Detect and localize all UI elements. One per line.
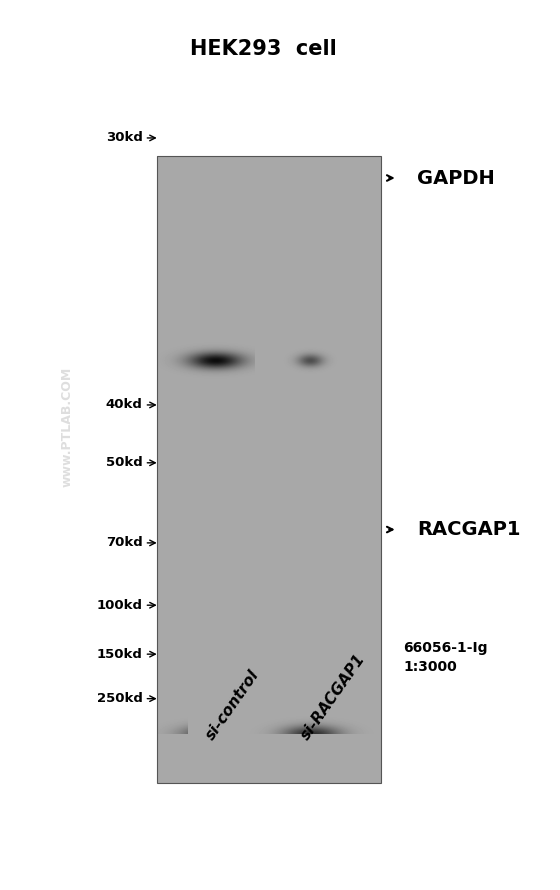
Text: HEK293  cell: HEK293 cell <box>190 39 337 59</box>
Text: RACGAP1: RACGAP1 <box>417 520 521 539</box>
Text: 250kd: 250kd <box>97 692 143 705</box>
Text: 70kd: 70kd <box>106 537 143 549</box>
Text: 150kd: 150kd <box>97 648 143 660</box>
Text: 50kd: 50kd <box>106 457 143 469</box>
Bar <box>157 156 381 783</box>
Text: 30kd: 30kd <box>106 132 143 144</box>
Text: 100kd: 100kd <box>97 599 143 611</box>
Text: 40kd: 40kd <box>106 399 143 411</box>
Text: si-RACGAP1: si-RACGAP1 <box>298 651 368 743</box>
Text: GAPDH: GAPDH <box>417 168 495 188</box>
Text: si-control: si-control <box>203 668 263 743</box>
Text: www.PTLAB.COM: www.PTLAB.COM <box>60 367 74 488</box>
Text: 66056-1-Ig
1:3000: 66056-1-Ig 1:3000 <box>403 641 488 675</box>
Bar <box>157 156 381 783</box>
